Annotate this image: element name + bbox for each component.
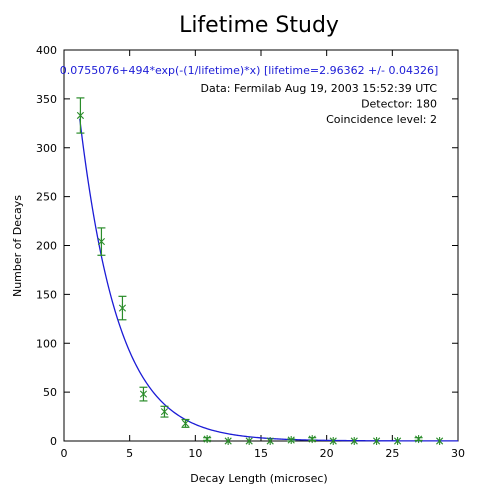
x-tick-label: 15 [254,447,268,460]
y-tick-label: 200 [36,240,57,253]
data-point [308,435,317,444]
y-tick-label: 50 [43,386,57,399]
data-point [118,295,127,321]
y-tick-label: 400 [36,44,57,57]
fit-curve-line [79,118,458,442]
x-tick-label: 30 [451,447,465,460]
y-tick-label: 350 [36,93,57,106]
data-point [203,435,212,444]
data-point [414,435,423,444]
data-point [287,436,296,445]
y-tick-label: 150 [36,288,57,301]
data-point [350,437,358,445]
annotation-line: Coincidence level: 2 [326,113,437,126]
annotation-line: Data: Fermilab Aug 19, 2003 15:52:39 UTC [201,82,438,95]
data-point [266,437,274,445]
x-tick-label: 0 [61,447,68,460]
x-tick-label: 20 [320,447,334,460]
data-point [139,386,148,402]
chart-title: Lifetime Study [179,13,339,38]
y-tick-label: 250 [36,191,57,204]
data-point [160,405,169,418]
data-point [329,437,337,445]
data-point [76,97,85,134]
data-point [245,437,253,445]
data-point [97,227,106,256]
x-tick-label: 10 [188,447,202,460]
x-tick-label: 25 [385,447,399,460]
y-axis-label: Number of Decays [11,195,24,297]
data-point [224,437,232,445]
data-point [181,418,190,428]
y-tick-label: 300 [36,142,57,155]
y-tick-label: 0 [50,435,57,448]
data-point [393,437,402,445]
y-tick-label: 100 [36,337,57,350]
data-point [436,437,444,445]
fit-formula-text: 0.0755076+494*exp(-(1/lifetime)*x) [life… [60,64,438,77]
data-point [372,437,381,445]
annotation-line: Detector: 180 [361,98,437,111]
x-axis-label: Decay Length (microsec) [190,472,327,485]
x-tick-label: 5 [126,447,133,460]
